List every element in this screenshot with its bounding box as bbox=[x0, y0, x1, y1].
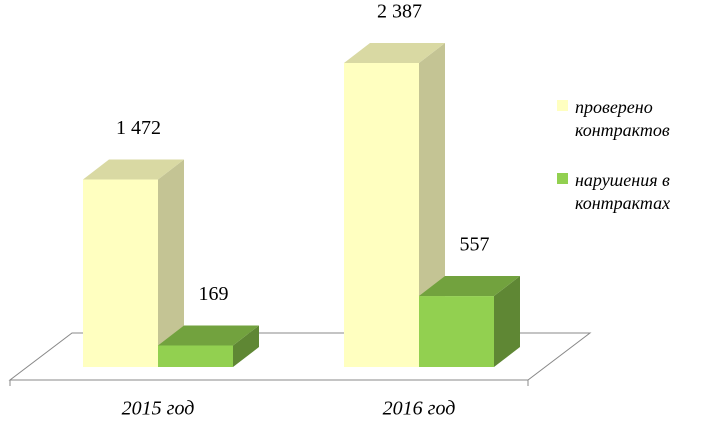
legend-label: нарушения в контрактах bbox=[575, 170, 671, 213]
bar-top bbox=[344, 43, 445, 63]
bar bbox=[419, 296, 494, 367]
x-tick-label: 2016 год bbox=[383, 398, 456, 420]
bar bbox=[158, 345, 233, 367]
bar bbox=[83, 179, 158, 367]
bar-side bbox=[494, 276, 520, 367]
bar bbox=[344, 63, 419, 367]
bar-top bbox=[419, 276, 520, 297]
legend-swatch bbox=[557, 100, 568, 111]
bar-top bbox=[158, 325, 259, 346]
data-label: 557 bbox=[460, 234, 490, 256]
bar-side bbox=[158, 159, 184, 367]
bar-side bbox=[233, 325, 259, 367]
data-label: 1 472 bbox=[116, 117, 161, 139]
legend-swatch bbox=[557, 173, 568, 184]
legend-label: проверено контрактов bbox=[575, 97, 670, 140]
data-label: 169 bbox=[199, 283, 229, 305]
x-tick-label: 2015 год bbox=[122, 398, 195, 420]
bar-top bbox=[83, 159, 184, 180]
data-label: 2 387 bbox=[377, 1, 422, 23]
